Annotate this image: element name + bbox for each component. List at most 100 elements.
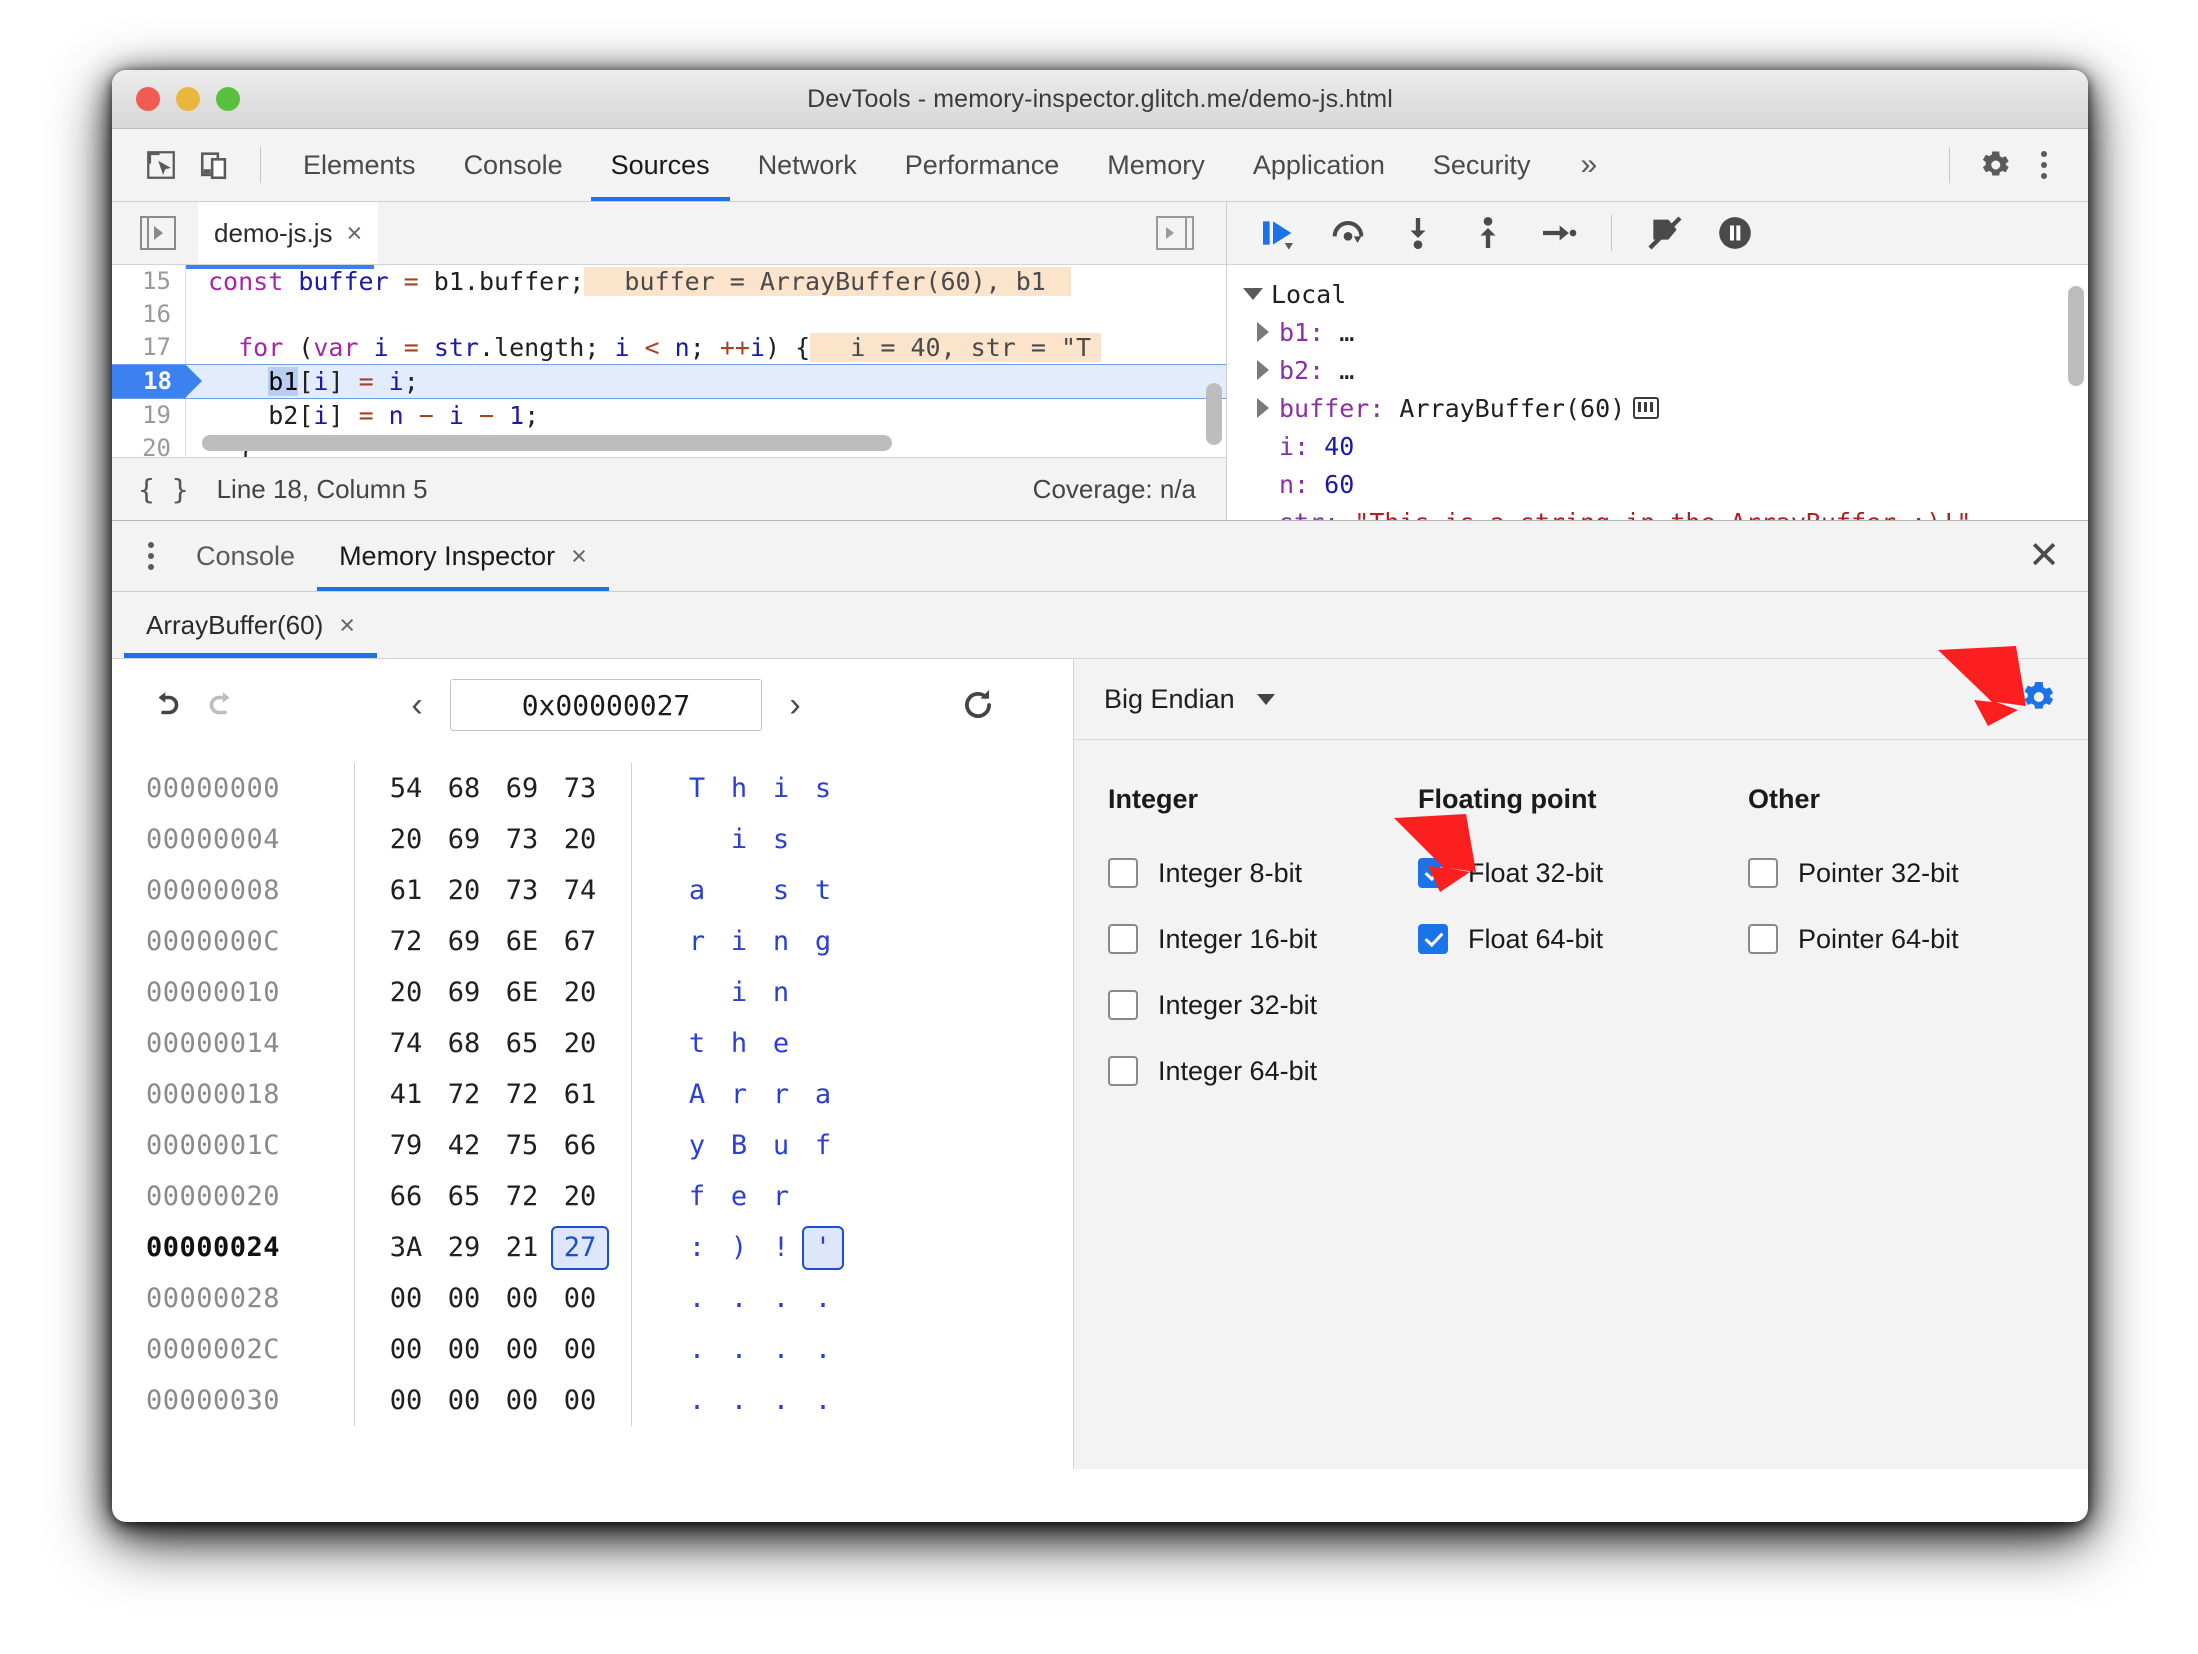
pause-on-exceptions-icon[interactable] (1704, 202, 1766, 264)
scope-variables-list[interactable]: Local b1: … b2: … buffer: ArrayBuffer(60) i… (1227, 265, 2088, 520)
hex-byte[interactable]: 69 (447, 824, 481, 855)
hex-byte[interactable]: 79 (389, 1130, 423, 1161)
hex-byte[interactable]: 54 (389, 773, 423, 804)
code-editor[interactable]: 15 const buffer = b1.buffer; buffer = Arr… (112, 265, 1226, 457)
step-out-of-current-function-icon[interactable] (1457, 202, 1519, 264)
line-number[interactable]: 16 (112, 298, 186, 331)
close-icon[interactable]: × (346, 217, 363, 248)
tab-console[interactable]: Console (463, 150, 563, 180)
tab-performance[interactable]: Performance (904, 150, 1060, 180)
ascii-char[interactable]: . (772, 1283, 790, 1314)
ascii-char[interactable]: e (730, 1181, 748, 1212)
hex-byte[interactable]: 72 (505, 1181, 539, 1212)
debugger-vertical-scrollbar[interactable] (2068, 286, 2084, 386)
checkbox[interactable] (1418, 858, 1448, 888)
hex-byte[interactable]: 73 (563, 773, 597, 804)
gear-icon[interactable] (1968, 138, 2022, 192)
ascii-char[interactable]: r (688, 926, 706, 957)
value-type-option[interactable]: Integer 16-bit (1108, 913, 1418, 965)
ascii-char[interactable] (676, 971, 718, 1015)
ascii-char[interactable] (676, 818, 718, 862)
hex-byte[interactable]: 27 (551, 1225, 609, 1270)
hex-row[interactable]: 0000002C 00 00 00 00.... (146, 1324, 1073, 1375)
ascii-char[interactable]: . (772, 1385, 790, 1416)
code-line[interactable]: 15 const buffer = b1.buffer; buffer = Arr… (112, 265, 1226, 298)
value-type-option[interactable]: Float 32-bit (1418, 847, 1748, 899)
hex-row[interactable]: 00000030 00 00 00 00.... (146, 1375, 1073, 1426)
hex-byte[interactable]: 20 (563, 1181, 597, 1212)
hex-byte[interactable]: 68 (447, 773, 481, 804)
deactivate-breakpoints-icon[interactable] (1634, 202, 1696, 264)
ascii-char[interactable]: e (772, 1028, 790, 1059)
ascii-char[interactable]: y (688, 1130, 706, 1161)
zoom-button[interactable] (216, 87, 240, 111)
code-line[interactable]: 19 b2[i] = n − i − 1; (112, 399, 1226, 432)
ascii-char[interactable] (802, 818, 844, 862)
ascii-char[interactable]: i (730, 977, 748, 1008)
ascii-char[interactable]: a (688, 875, 706, 906)
hex-byte[interactable]: 20 (563, 1028, 597, 1059)
step-over-next-function-call-icon[interactable] (1317, 202, 1379, 264)
address-input[interactable]: 0x00000027 (450, 679, 762, 731)
ascii-char[interactable]: g (814, 926, 832, 957)
hex-byte[interactable]: 75 (505, 1130, 539, 1161)
hex-byte[interactable]: 42 (447, 1130, 481, 1161)
tab-sources[interactable]: Sources (587, 129, 734, 201)
ascii-char[interactable]: . (730, 1334, 748, 1365)
hex-byte[interactable]: 72 (447, 1079, 481, 1110)
ascii-char[interactable]: h (730, 1028, 748, 1059)
hex-byte[interactable]: 65 (447, 1181, 481, 1212)
memory-chip-icon[interactable] (1633, 397, 1660, 419)
ascii-char[interactable] (718, 869, 760, 913)
ascii-char[interactable]: t (688, 1028, 706, 1059)
hex-byte[interactable]: 00 (389, 1385, 423, 1416)
ascii-char[interactable]: . (730, 1385, 748, 1416)
hex-byte[interactable]: 00 (389, 1334, 423, 1365)
ascii-char[interactable]: i (730, 926, 748, 957)
value-type-option[interactable]: Pointer 64-bit (1748, 913, 2058, 965)
tab-security[interactable]: Security (1432, 150, 1531, 180)
checkbox[interactable] (1748, 924, 1778, 954)
line-number[interactable]: 15 (112, 265, 186, 298)
hex-byte[interactable]: 00 (389, 1283, 423, 1314)
ascii-char[interactable]: u (772, 1130, 790, 1161)
device-toolbar-icon[interactable] (188, 138, 242, 192)
ascii-char[interactable]: . (730, 1283, 748, 1314)
hex-byte[interactable]: 69 (505, 773, 539, 804)
ascii-char[interactable]: . (814, 1385, 832, 1416)
chevron-right-icon[interactable] (1257, 360, 1269, 380)
step-into-next-function-call-icon[interactable] (1387, 202, 1449, 264)
hex-byte[interactable]: 00 (447, 1334, 481, 1365)
value-type-option[interactable]: Float 64-bit (1418, 913, 1748, 965)
hex-byte[interactable]: 20 (447, 875, 481, 906)
hex-byte[interactable]: 21 (505, 1232, 539, 1263)
scope-row[interactable]: buffer: ArrayBuffer(60) (1227, 389, 2088, 427)
hex-byte[interactable]: 6E (505, 926, 539, 957)
ascii-char[interactable]: . (688, 1385, 706, 1416)
hex-byte[interactable]: 29 (447, 1232, 481, 1263)
editor-horizontal-scrollbar[interactable] (202, 435, 892, 451)
line-number[interactable]: 19 (112, 399, 186, 432)
ascii-char[interactable]: r (730, 1079, 748, 1110)
show-navigator-icon[interactable] (140, 216, 176, 250)
ascii-char[interactable]: . (814, 1334, 832, 1365)
ascii-char[interactable] (802, 971, 844, 1015)
ascii-char[interactable]: s (772, 875, 790, 906)
chevron-right-icon[interactable] (1257, 322, 1269, 342)
ascii-char[interactable]: t (814, 875, 832, 906)
hex-byte[interactable]: 00 (505, 1283, 539, 1314)
hex-byte[interactable]: 74 (563, 875, 597, 906)
chevron-down-icon[interactable] (1256, 693, 1275, 705)
hex-byte[interactable]: 72 (505, 1079, 539, 1110)
scope-row[interactable]: n: 60 (1227, 465, 2088, 503)
resume-script-execution-icon[interactable] (1247, 202, 1309, 264)
hex-byte[interactable]: 66 (389, 1181, 423, 1212)
drawer-tab-console[interactable]: Console (174, 521, 317, 591)
ascii-char[interactable]: . (814, 1283, 832, 1314)
hex-byte[interactable]: 00 (563, 1334, 597, 1365)
hex-byte[interactable]: 61 (563, 1079, 597, 1110)
hex-byte[interactable]: 69 (447, 977, 481, 1008)
